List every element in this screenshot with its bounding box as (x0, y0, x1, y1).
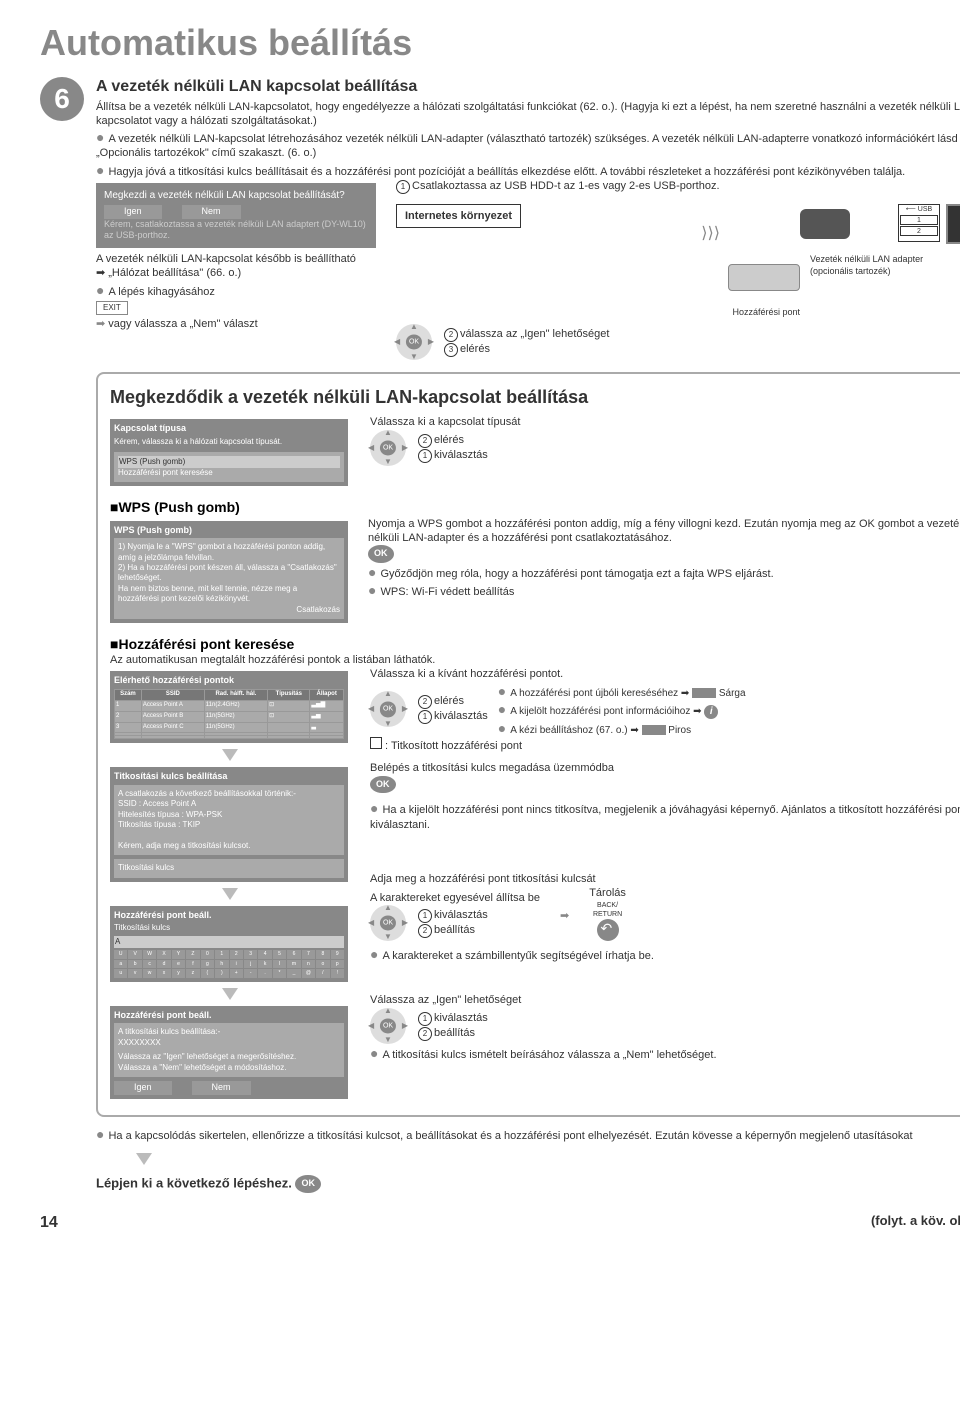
enter-key: Adja meg a hozzáférési pont titkosítási … (370, 872, 960, 886)
return-button[interactable] (597, 919, 619, 941)
diag-step3: elérés (460, 343, 490, 355)
numpad-note: A karaktereket a számbillentyűk segítség… (382, 950, 653, 962)
skip-alt: vagy válassza a „Nem" választ (108, 318, 257, 330)
panel-ap-list: Elérhető hozzáférési pontok SzámSSIDRad.… (110, 671, 348, 743)
ap-info: A kijelölt hozzáférési pont információih… (510, 706, 690, 717)
panel-enckey: Titkosítási kulcs beállítása A csatlakoz… (110, 767, 348, 881)
info-icon: i (704, 705, 718, 719)
wps-instruction: Nyomja a WPS gombot a hozzáférési ponton… (368, 517, 960, 546)
wps-note2: WPS: Wi-Fi védett beállítás (380, 586, 514, 598)
store: Tárolás (589, 886, 626, 900)
sel-ap: Válassza ki a kívánt hozzáférési pontot. (370, 667, 960, 681)
box-heading: Megkezdődik a vezeték nélküli LAN-kapcso… (110, 386, 960, 409)
panel-confirm: Hozzáférési pont beáll. A titkosítási ku… (110, 1006, 348, 1099)
no-button-2[interactable]: Nem (192, 1081, 251, 1095)
panel-wps: WPS (Push gomb) 1) Nyomja le a "WPS" gom… (110, 521, 348, 623)
arrow-down-icon (222, 988, 238, 1000)
exit-button[interactable]: EXIT (96, 301, 128, 315)
yes-button[interactable]: Igen (104, 205, 162, 219)
dpad-4[interactable]: ▲▼◀▶ (370, 905, 406, 941)
skip-text: A lépés kihagyásához (108, 286, 214, 298)
bullet-1: A vezeték nélküli LAN-kapcsolat létrehoz… (96, 133, 960, 159)
connection-diagram: Internetes környezet ⟩⟩⟩ ⟵ USB12 Hozzáfé… (396, 194, 960, 324)
no-button[interactable]: Nem (182, 205, 241, 219)
continued: (folyt. a köv. oldalon) (871, 1213, 960, 1234)
reenter-note: A titkosítási kulcs ismételt beírásához … (382, 1049, 716, 1061)
panel-keyboard: Hozzáférési pont beáll. Titkosítási kulc… (110, 906, 348, 982)
diag-step2: válassza az „Igen" lehetőséget (460, 328, 609, 340)
dpad-5[interactable]: ▲▼◀▶ (370, 1008, 406, 1044)
fail-note: Ha a kapcsolódás sikertelen, ellenőrizze… (108, 1130, 912, 1142)
enter-mode: Belépés a titkosítási kulcs megadása üze… (370, 761, 960, 775)
later-ref: ➡ „Hálózat beállítása" (66. o.) (96, 266, 376, 280)
noenc-note: Ha a kijelölt hozzáférési pont nincs tit… (370, 804, 960, 830)
wps-note1: Győződjön meg róla, hogy a hozzáférési p… (380, 568, 773, 580)
wps-heading: WPS (Push gomb) (118, 499, 239, 515)
dpad-3[interactable]: ▲▼◀▶ (370, 691, 406, 727)
ok-button-3[interactable]: OK (295, 1175, 321, 1193)
page-number: 14 (40, 1213, 58, 1234)
arrow-down-icon (222, 749, 238, 761)
dpad[interactable]: ▲▼◀▶ (396, 324, 432, 360)
next-step: Lépjen ki a következő lépéshez. (96, 1175, 292, 1190)
onebyone: A karaktereket egyesével állítsa be (370, 892, 540, 904)
panel-conn-type: Kapcsolat típusa Kérem, válassza ki a há… (110, 419, 348, 486)
step-number: 6 (40, 77, 84, 121)
diag-step1: Csatlakoztassa az USB HDD-t az 1-es vagy… (412, 180, 720, 192)
ok-button-2[interactable]: OK (370, 776, 396, 794)
intro-text: Állítsa be a vezeték nélküli LAN-kapcsol… (96, 100, 960, 129)
later-text: A vezeték nélküli LAN-kapcsolat később i… (96, 252, 376, 266)
search-intro: Az automatikusan megtalált hozzáférési p… (110, 653, 960, 667)
search-heading: Hozzáférési pont keresése (118, 636, 294, 652)
enc-ap: Titkosított hozzáférési pont (391, 740, 522, 752)
arrow-down-icon (222, 888, 238, 900)
step-heading: A vezeték nélküli LAN kapcsolat beállítá… (96, 77, 960, 98)
select-type: Válassza ki a kapcsolat típusát (370, 415, 520, 429)
arrow-down-icon (136, 1153, 152, 1165)
ok-button[interactable]: OK (368, 545, 394, 563)
yes-button-2[interactable]: Igen (114, 1081, 172, 1095)
page-title: Automatikus beállítás (40, 20, 960, 67)
key-icon (370, 737, 382, 749)
research: A hozzáférési pont újbóli kereséséhez (510, 688, 678, 699)
bullet-2: Hagyja jóvá a titkosítási kulcs beállítá… (108, 166, 905, 178)
manual: A kézi beállításhoz (67. o.) (510, 725, 627, 736)
dpad-2[interactable]: ▲▼◀▶ (370, 430, 406, 466)
dialog-start: Megkezdi a vezeték nélküli LAN kapcsolat… (96, 183, 376, 248)
select-yes: Válassza az „Igen" lehetőséget (370, 993, 960, 1007)
